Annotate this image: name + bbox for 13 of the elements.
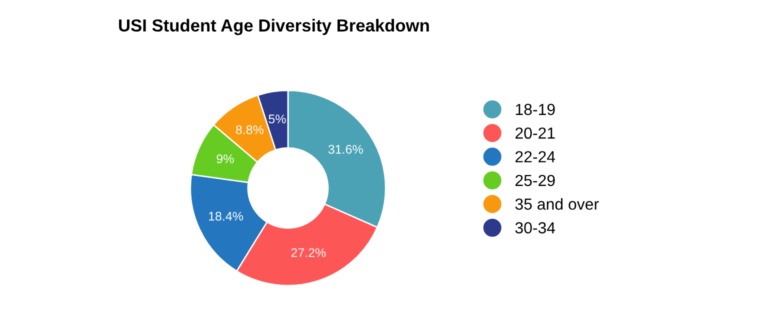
legend-label: 22-24 [516,151,556,162]
legend-label: 35 and over [515,198,599,210]
data-label: 27.2% [291,248,326,258]
legend-label: 30-34 [515,222,556,234]
data-label: 18.4% [208,212,244,221]
data-label: 8.8% [236,125,264,134]
chart-title: USI Student Age Diversity Breakdown [119,18,429,36]
legend-label: 18-19 [516,104,555,116]
data-label: 9% [216,154,234,164]
data-label: 5% [268,114,286,124]
data-label: 31.6% [328,144,363,154]
legend-label: 20-21 [516,127,555,139]
legend-label: 25-29 [516,174,555,186]
